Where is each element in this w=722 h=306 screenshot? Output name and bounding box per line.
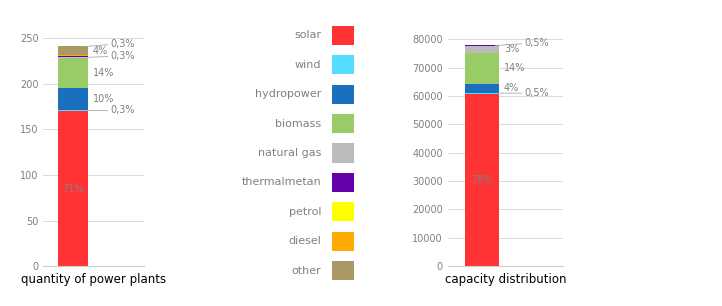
FancyBboxPatch shape (332, 261, 354, 280)
Bar (465, 53, 499, 84)
Text: solar: solar (294, 31, 321, 40)
Bar (465, 46, 499, 53)
Text: 4%: 4% (92, 46, 108, 56)
FancyBboxPatch shape (332, 55, 354, 74)
Text: other: other (292, 266, 321, 275)
Bar (58, 110, 88, 111)
X-axis label: quantity of power plants: quantity of power plants (21, 273, 167, 286)
Bar (58, 111, 88, 266)
Text: 0,5%: 0,5% (499, 88, 549, 98)
Text: 10%: 10% (92, 94, 114, 104)
Text: 4%: 4% (504, 83, 519, 93)
Bar (58, 57, 88, 58)
Bar (465, 94, 499, 266)
FancyBboxPatch shape (332, 202, 354, 221)
Text: 0,5%: 0,5% (495, 38, 549, 48)
FancyBboxPatch shape (332, 114, 354, 133)
Text: hydropower: hydropower (255, 89, 321, 99)
Text: 71%: 71% (62, 184, 84, 193)
Text: 14%: 14% (92, 68, 114, 78)
Text: 14%: 14% (504, 63, 526, 73)
Text: thermalmetan: thermalmetan (242, 177, 321, 187)
Text: petrol: petrol (289, 207, 321, 217)
Text: 3%: 3% (504, 44, 519, 54)
X-axis label: capacity distribution: capacity distribution (445, 273, 566, 286)
Bar (465, 93, 499, 94)
FancyBboxPatch shape (332, 26, 354, 45)
Text: 78%: 78% (471, 175, 492, 185)
FancyBboxPatch shape (332, 173, 354, 192)
Bar (58, 58, 88, 88)
Bar (58, 55, 88, 56)
FancyBboxPatch shape (332, 232, 354, 251)
Bar (58, 56, 88, 57)
Text: diesel: diesel (288, 236, 321, 246)
FancyBboxPatch shape (332, 144, 354, 162)
Bar (58, 88, 88, 110)
FancyBboxPatch shape (332, 85, 354, 104)
Text: biomass: biomass (275, 119, 321, 129)
Text: 0,3%: 0,3% (85, 39, 135, 49)
Bar (465, 84, 499, 93)
Bar (58, 46, 88, 55)
Text: wind: wind (295, 60, 321, 70)
Text: natural gas: natural gas (258, 148, 321, 158)
Bar (465, 45, 499, 46)
Text: 0,3%: 0,3% (88, 51, 135, 61)
Text: 0,3%: 0,3% (88, 106, 135, 115)
